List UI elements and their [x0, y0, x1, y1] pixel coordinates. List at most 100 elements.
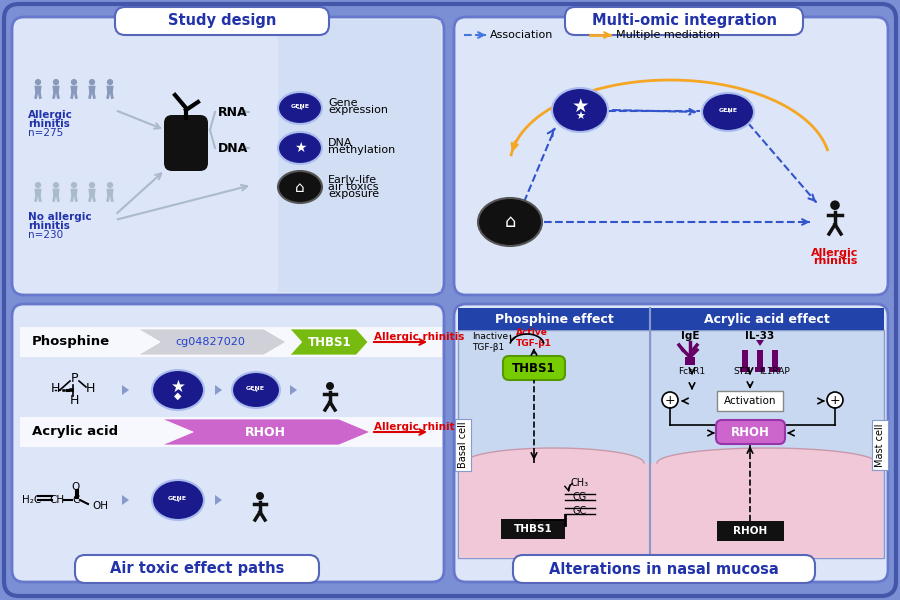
Polygon shape: [162, 419, 370, 445]
Text: DNA: DNA: [218, 142, 248, 154]
Ellipse shape: [478, 198, 542, 246]
Text: +: +: [830, 394, 841, 407]
Ellipse shape: [152, 370, 204, 410]
Text: Allergic rhinitis: Allergic rhinitis: [374, 332, 464, 342]
Text: exposure: exposure: [328, 189, 379, 199]
Text: P: P: [70, 371, 77, 385]
Text: Phosphine: Phosphine: [32, 335, 110, 349]
Text: H: H: [69, 394, 78, 407]
Text: RHOH: RHOH: [733, 526, 767, 536]
Text: n=230: n=230: [28, 230, 63, 240]
Text: Gene: Gene: [328, 98, 357, 108]
Text: Mast cell: Mast cell: [875, 423, 885, 467]
Text: Air toxic effect paths: Air toxic effect paths: [110, 562, 284, 577]
Ellipse shape: [152, 480, 204, 520]
Text: ★: ★: [575, 112, 585, 122]
Polygon shape: [122, 495, 129, 505]
Text: Study design: Study design: [167, 13, 276, 28]
Text: CH₃: CH₃: [571, 478, 590, 488]
Text: n=275: n=275: [28, 128, 63, 138]
Text: cg04827020: cg04827020: [176, 337, 245, 347]
Circle shape: [89, 182, 95, 188]
Text: H₂C: H₂C: [22, 495, 41, 505]
Text: THBS1: THBS1: [512, 361, 556, 374]
Text: Multiple mediation: Multiple mediation: [616, 30, 720, 40]
Bar: [458, 308, 650, 330]
FancyBboxPatch shape: [454, 304, 888, 582]
Text: Multi-omic integration: Multi-omic integration: [591, 13, 777, 28]
Text: FcεR1: FcεR1: [679, 367, 706, 377]
Circle shape: [53, 182, 59, 188]
Text: Acrylic acid: Acrylic acid: [32, 425, 118, 439]
Ellipse shape: [278, 171, 322, 203]
Text: Basal cell: Basal cell: [458, 422, 468, 469]
Bar: [20, 417, 442, 447]
Text: Acrylic acid effect: Acrylic acid effect: [704, 313, 830, 325]
Circle shape: [662, 392, 678, 408]
Polygon shape: [122, 385, 129, 395]
Circle shape: [71, 182, 77, 188]
Ellipse shape: [278, 92, 322, 124]
Polygon shape: [70, 188, 77, 196]
Text: ST2: ST2: [734, 367, 751, 377]
Text: Alterations in nasal mucosa: Alterations in nasal mucosa: [549, 562, 778, 577]
Circle shape: [53, 79, 59, 85]
Text: THBS1: THBS1: [514, 524, 553, 534]
Text: No allergic: No allergic: [28, 212, 92, 222]
Bar: [755, 367, 765, 372]
Polygon shape: [138, 329, 286, 355]
Text: →: →: [174, 499, 180, 505]
Polygon shape: [34, 188, 41, 196]
Text: IL1RAP: IL1RAP: [760, 367, 790, 377]
Text: IgE: IgE: [680, 331, 699, 341]
Text: rhinitis: rhinitis: [28, 119, 70, 129]
Text: O: O: [72, 482, 80, 492]
Text: ◆: ◆: [175, 391, 182, 401]
Bar: [20, 327, 442, 357]
Text: Active
TGF-β1: Active TGF-β1: [516, 328, 552, 348]
Text: Early-life: Early-life: [328, 175, 377, 185]
Bar: [650, 330, 884, 558]
Text: +: +: [665, 394, 675, 407]
FancyBboxPatch shape: [164, 115, 208, 171]
Text: rhinitis: rhinitis: [28, 221, 70, 231]
Text: Phosphine effect: Phosphine effect: [495, 313, 614, 325]
Bar: [740, 367, 750, 372]
Polygon shape: [290, 329, 368, 355]
FancyBboxPatch shape: [12, 304, 444, 582]
Ellipse shape: [278, 132, 322, 164]
Text: CH: CH: [50, 495, 65, 505]
Text: Activation: Activation: [724, 396, 776, 406]
Bar: [742, 350, 748, 370]
Circle shape: [256, 492, 264, 500]
Text: H: H: [50, 382, 59, 395]
FancyBboxPatch shape: [513, 555, 815, 583]
Text: rhinitis: rhinitis: [813, 256, 857, 266]
FancyBboxPatch shape: [565, 7, 803, 35]
FancyBboxPatch shape: [454, 17, 888, 295]
Text: Allergic: Allergic: [811, 248, 859, 258]
Text: OH: OH: [92, 501, 108, 511]
FancyBboxPatch shape: [717, 391, 783, 411]
Polygon shape: [52, 188, 59, 196]
Text: RHOH: RHOH: [731, 425, 770, 439]
Text: GC: GC: [573, 506, 587, 516]
Text: C: C: [72, 495, 79, 505]
Text: CG: CG: [573, 492, 587, 502]
FancyBboxPatch shape: [503, 356, 565, 380]
Ellipse shape: [232, 372, 280, 408]
FancyBboxPatch shape: [717, 521, 784, 541]
FancyBboxPatch shape: [12, 17, 444, 295]
FancyBboxPatch shape: [115, 7, 329, 35]
Ellipse shape: [552, 88, 608, 132]
Text: →: →: [297, 107, 303, 113]
Text: Inactive
TGF-β1: Inactive TGF-β1: [472, 332, 508, 352]
Polygon shape: [106, 188, 113, 196]
Text: ⌂: ⌂: [295, 179, 305, 194]
Circle shape: [89, 79, 95, 85]
Text: methylation: methylation: [328, 145, 395, 155]
Polygon shape: [88, 86, 95, 93]
Circle shape: [107, 79, 113, 85]
Text: Allergic: Allergic: [28, 110, 73, 120]
Circle shape: [35, 182, 41, 188]
